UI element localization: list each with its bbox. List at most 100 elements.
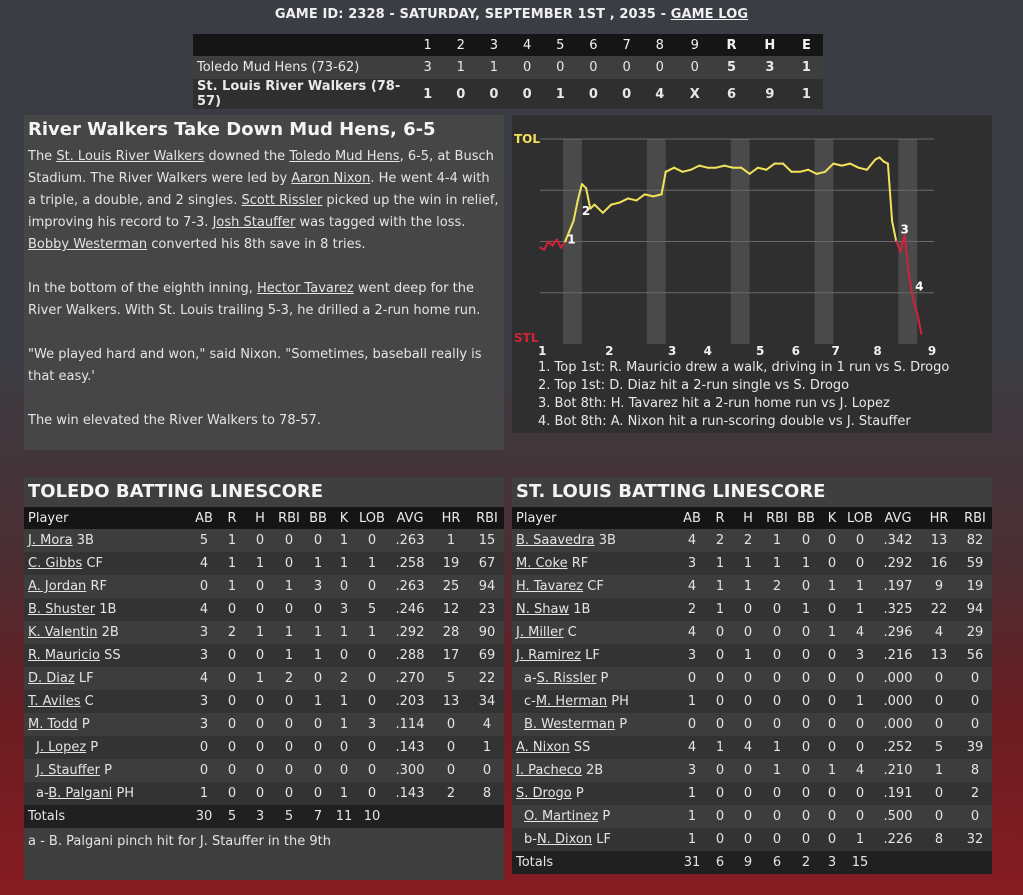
batting-row: a-B. Palgani PH 1 0 0 0 0 1 0.143 2 8 [24,782,504,805]
player-position: PH [116,786,135,801]
stat-avg: .500 [876,805,920,828]
player-link[interactable]: H. Tavarez [516,579,584,594]
stat-rbi: 1 [762,736,792,759]
win-prob-segment [627,197,638,202]
player-link[interactable]: A. Jordan [28,579,87,594]
linescore-header-E: E [789,34,823,56]
stat-k: 0 [820,828,844,851]
sub-prefix: c- [524,694,536,709]
stat-rbi2: 82 [958,529,992,552]
chart-x-tick: 1 [538,344,546,355]
stat-rbi2: 4 [470,713,504,736]
stat-k: 1 [332,621,356,644]
chart-note: 4. Bot 8th: A. Nixon hit a run-scoring d… [538,414,911,429]
player-link[interactable]: B. Saavedra [516,533,595,548]
story-player-link[interactable]: Hector Tavarez [256,281,354,296]
player-link[interactable]: A. Nixon [516,740,570,755]
player-link[interactable]: R. Mauricio [28,648,100,663]
chart-event-marker: 3 [900,222,908,236]
player-position: P [575,786,584,801]
stat-rbi2: 34 [470,690,504,713]
player-link[interactable]: D. Diaz [28,671,75,686]
batting-row: B. Westerman P 0 0 0 0 0 0 0.000 0 0 [512,713,992,736]
stat-k: 1 [820,621,844,644]
stat-avg: .000 [876,690,920,713]
player-link[interactable]: N. Shaw [516,602,570,617]
stat-hr: 4 [920,621,958,644]
batting-player-cell: K. Valentin 2B [24,621,190,644]
player-link[interactable]: S. Drogo [516,786,572,801]
batting-player-cell: J. Lopez P [24,736,190,759]
stat-rbi: 0 [274,713,304,736]
chart-x-tick: 8 [873,344,881,355]
batting-row: c-M. Herman PH 1 0 0 0 0 0 1.000 0 0 [512,690,992,713]
stat-avg: .252 [876,736,920,759]
stat-bb: 0 [792,690,820,713]
stat-rbi: 0 [762,805,792,828]
stat-bb: 1 [304,621,332,644]
stat-k: 3 [332,598,356,621]
player-link[interactable]: M. Herman [535,694,608,709]
story-player-link[interactable]: Scott Rissler [241,193,323,208]
stat-ab: 0 [678,667,706,690]
player-link[interactable]: C. Gibbs [28,556,83,571]
stat-h: 0 [734,621,762,644]
player-link[interactable]: J. Miller [516,625,564,640]
total-k: 11 [332,805,356,828]
stat-h: 0 [734,759,762,782]
batting-header-hr: HR [920,507,958,529]
stat-bb: 0 [792,759,820,782]
linescore-inning-runs: 0 [444,79,478,109]
stat-rbi: 1 [762,529,792,552]
player-link[interactable]: M. Coke [516,556,568,571]
stat-ab: 1 [678,782,706,805]
batting-row: J. Lopez P 0 0 0 0 0 0 0.143 0 1 [24,736,504,759]
player-position: P [104,763,112,778]
linescore-header-6: 6 [576,34,611,56]
win-prob-segment [782,162,793,173]
story-player-link[interactable]: Aaron Nixon [291,171,371,186]
stat-hr: 22 [920,598,958,621]
player-link[interactable]: J. Mora [28,533,73,548]
stat-k: 2 [332,667,356,690]
linescore-header-3: 3 [477,34,511,56]
player-link[interactable]: J. Ramirez [516,648,581,663]
linescore-header-9: 9 [676,34,714,56]
player-link[interactable]: K. Valentin [28,625,98,640]
player-link[interactable]: T. Aviles [28,694,81,709]
player-link[interactable]: J. Stauffer [36,763,100,778]
toledo-batting-title: TOLEDO BATTING LINESCORE [28,481,324,502]
stat-k: 1 [820,759,844,782]
batting-totals-row: Totals 30 5 3 5 7 11 10 [24,805,504,828]
story-player-link[interactable]: Josh Stauffer [212,215,296,230]
toledo-batting-table: Player AB R H RBI BB K LOB AVG HR RBI J. Mora 3B 5 1… [24,507,504,828]
game-header: GAME ID: 2328 - SATURDAY, SEPTEMBER 1ST … [0,7,1023,22]
stat-hr: 0 [920,667,958,690]
win-prob-segment [673,166,684,173]
player-link[interactable]: B. Palgani [48,786,113,801]
player-link[interactable]: M. Todd [28,717,78,732]
stat-rbi2: 0 [470,759,504,782]
stat-lob: 3 [356,713,388,736]
player-position: P [619,717,628,732]
player-link[interactable]: I. Pacheco [516,763,582,778]
player-link[interactable]: N. Dixon [536,832,593,847]
player-link[interactable]: S. Rissler [536,671,597,686]
story-player-link[interactable]: St. Louis River Walkers [56,149,205,164]
player-position: PH [611,694,629,709]
linescore-inning-runs: 0 [610,79,644,109]
stat-r: 1 [706,575,734,598]
player-link[interactable]: B. Westerman [524,717,616,732]
player-link[interactable]: O. Martinez [524,809,599,824]
story-player-link[interactable]: Bobby Westerman [28,237,148,252]
story-player-link[interactable]: Toledo Mud Hens [289,149,400,164]
sub-prefix: a- [524,671,537,686]
game-log-link[interactable]: GAME LOG [670,7,749,22]
player-link[interactable]: J. Lopez [36,740,87,755]
stat-avg: .258 [388,552,432,575]
stat-bb: 0 [792,736,820,759]
player-position: CF [86,556,104,571]
stat-h: 0 [246,644,274,667]
story-paragraph-2: In the bottom of the eighth inning, Hect… [28,278,500,322]
player-link[interactable]: B. Shuster [28,602,96,617]
